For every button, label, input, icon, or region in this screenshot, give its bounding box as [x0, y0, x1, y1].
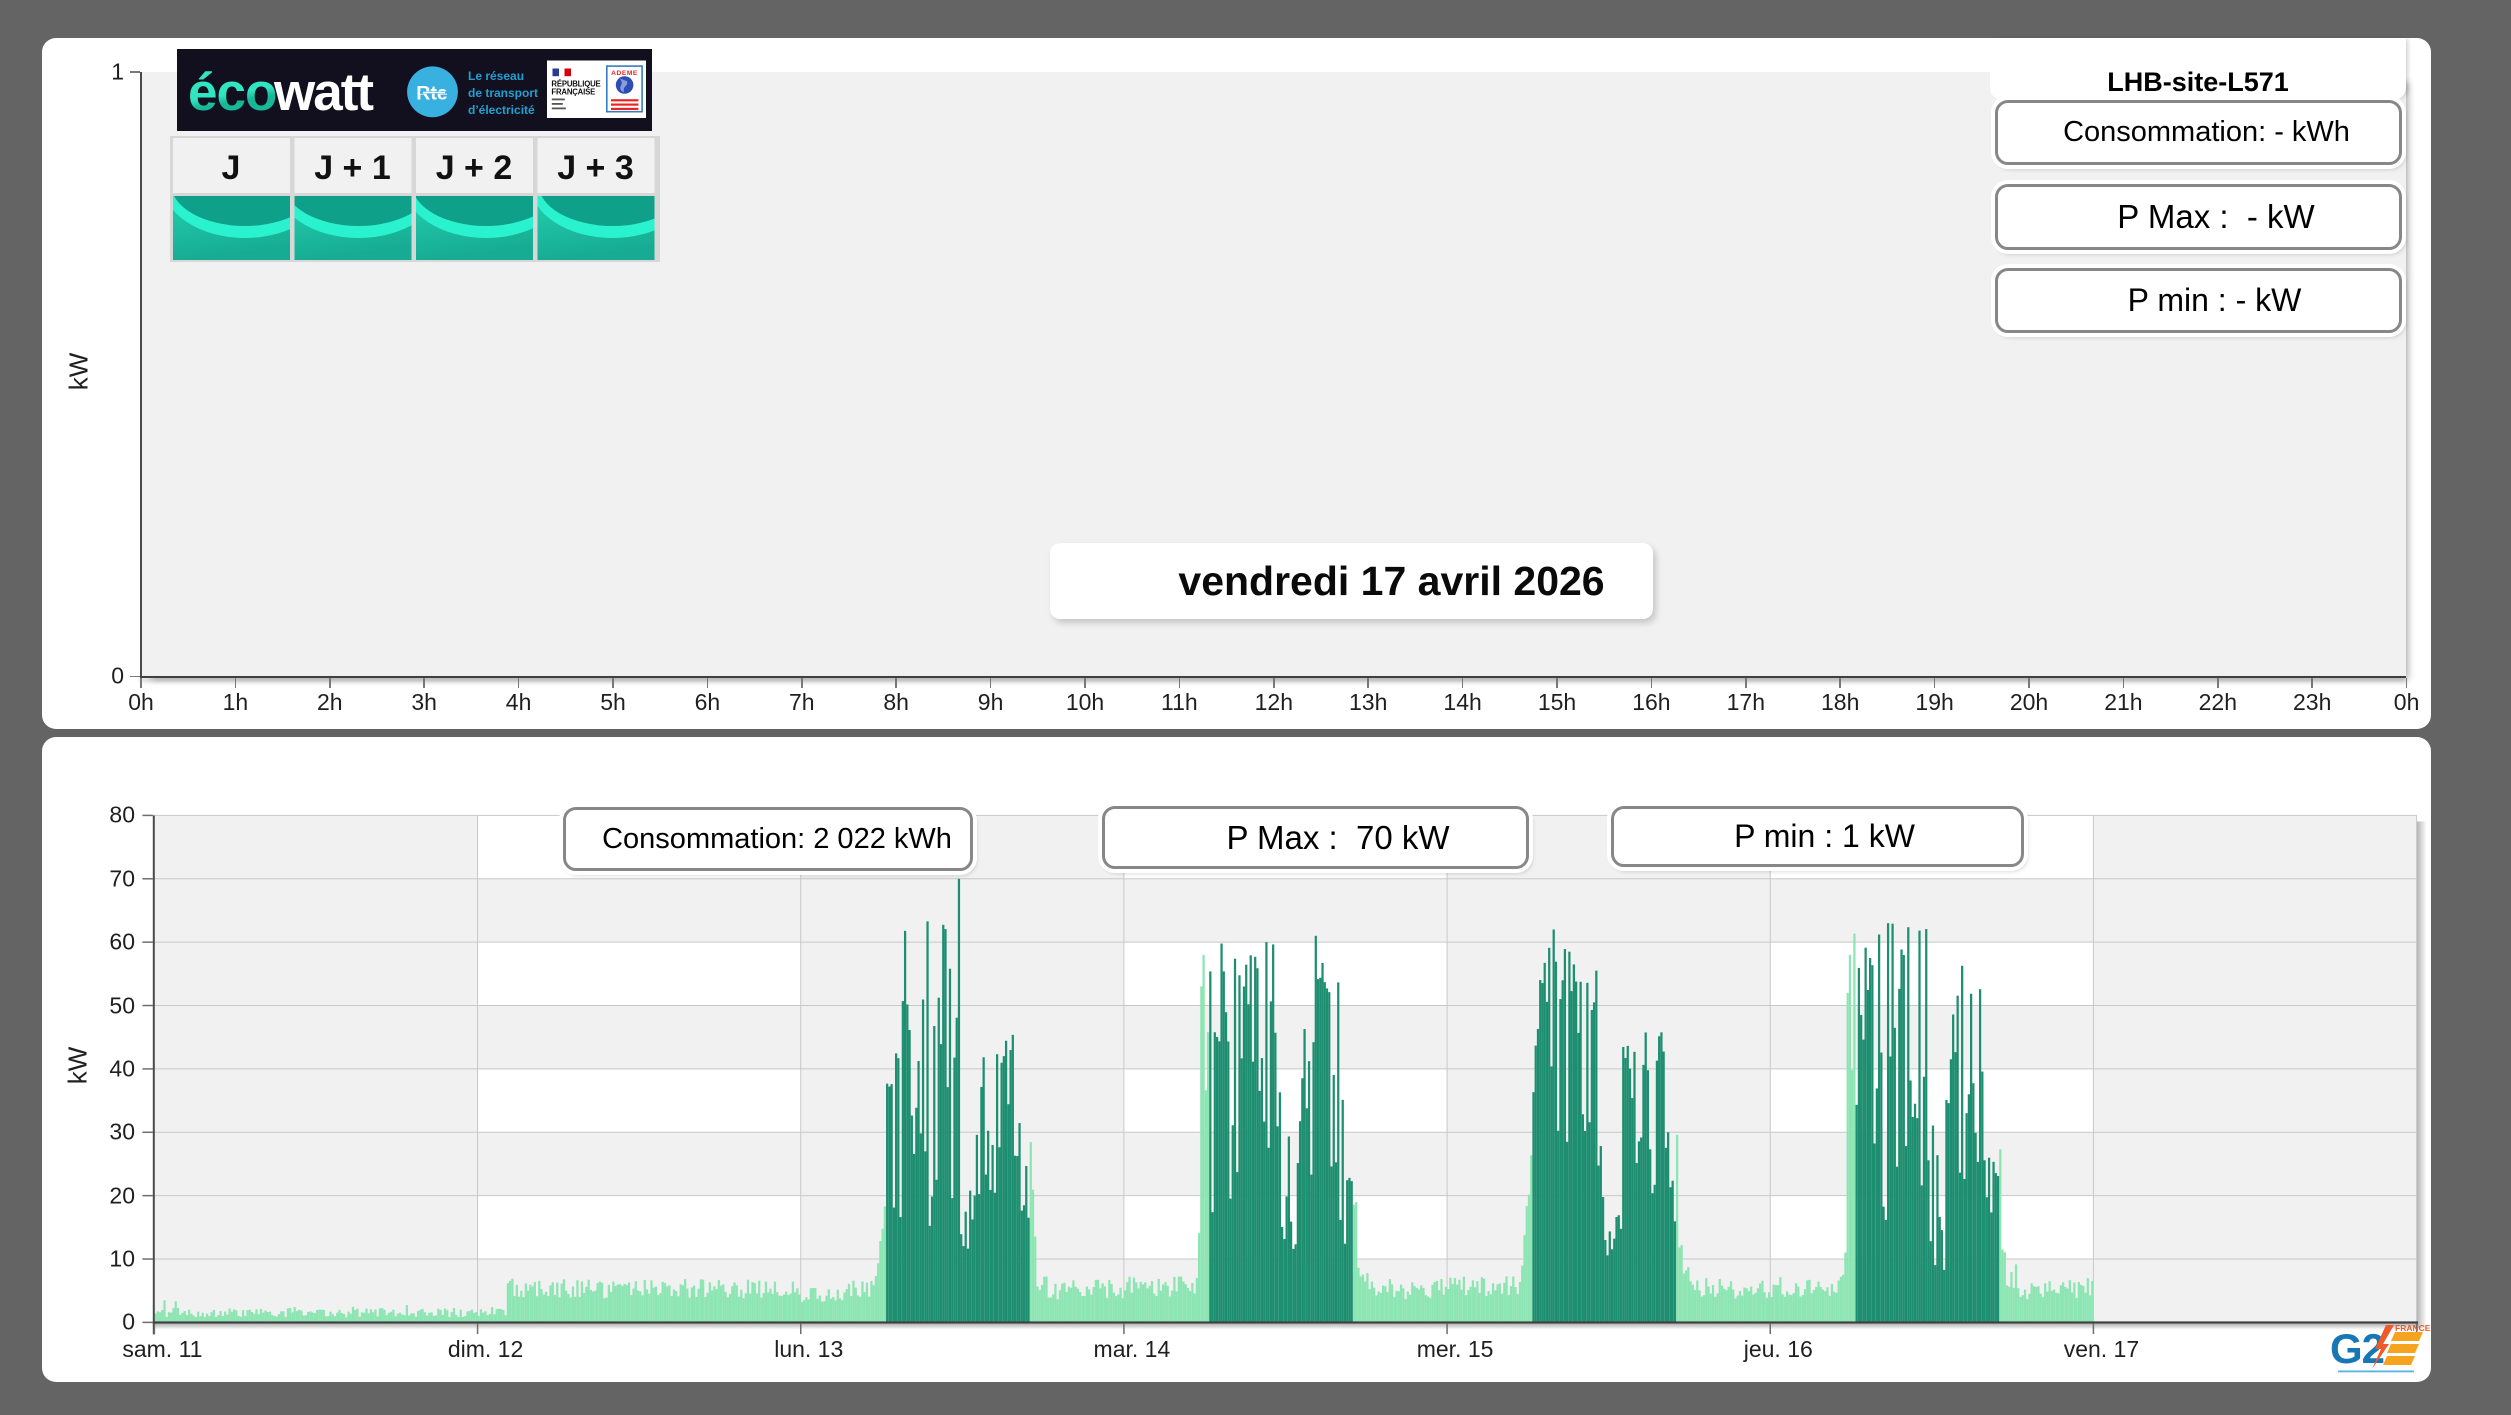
svg-text:FRANCE: FRANCE	[2395, 1323, 2431, 1333]
svg-text:de transport: de transport	[468, 86, 538, 100]
svg-text:watt: watt	[273, 63, 373, 122]
svg-text:Le réseau: Le réseau	[468, 69, 524, 83]
svg-text:J + 1: J + 1	[314, 149, 391, 187]
svg-text:d’électricité: d’électricité	[468, 103, 535, 117]
svg-text:FRANÇAISE: FRANÇAISE	[551, 88, 595, 97]
svg-text:J + 3: J + 3	[557, 149, 634, 187]
svg-text:J: J	[222, 149, 241, 187]
svg-text:J + 2: J + 2	[436, 149, 513, 187]
svg-text:RÉPUBLIQUE: RÉPUBLIQUE	[551, 79, 600, 88]
svg-text:ADEME: ADEME	[611, 70, 638, 77]
svg-text:éco: éco	[188, 63, 276, 122]
